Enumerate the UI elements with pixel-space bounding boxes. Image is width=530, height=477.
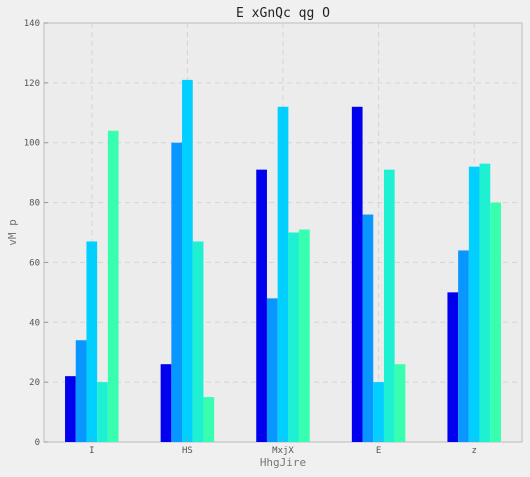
bar	[171, 142, 183, 442]
y-tick-label: 60	[29, 258, 40, 268]
bar	[383, 169, 395, 442]
bar	[447, 292, 459, 442]
bar	[160, 364, 172, 442]
bar	[362, 214, 374, 442]
chart-title: E xGnQc qg O	[236, 6, 330, 21]
bar	[288, 232, 300, 442]
bar	[266, 298, 278, 442]
x-tick-label: HS	[182, 446, 193, 456]
bar	[458, 250, 469, 442]
x-tick-label: MxjX	[272, 446, 294, 456]
bar	[107, 130, 119, 442]
y-tick-label: 20	[29, 378, 40, 388]
x-tick-label: z	[471, 446, 476, 456]
bar	[277, 106, 289, 443]
y-tick-label: 0	[35, 438, 40, 448]
bar	[75, 340, 87, 442]
x-tick-label: E	[376, 446, 381, 456]
x-tick-label: I	[89, 446, 94, 456]
x-axis-label: HhgJire	[260, 456, 306, 469]
bars	[65, 79, 501, 443]
bar	[299, 229, 310, 442]
bar	[192, 241, 204, 442]
bar	[479, 163, 491, 442]
y-tick-label: 40	[29, 318, 40, 328]
y-tick-label: 140	[24, 19, 40, 29]
bar	[256, 169, 267, 442]
bar	[373, 382, 384, 442]
y-axis-label: vM p	[6, 219, 19, 246]
bar	[394, 364, 406, 442]
bar	[97, 382, 108, 442]
bar	[86, 241, 98, 442]
bar	[468, 166, 480, 442]
bar	[490, 202, 501, 442]
bar	[182, 79, 193, 442]
bar	[351, 106, 363, 443]
y-ticks: 0 20 40 60 80 100 120 140	[24, 19, 48, 448]
y-tick-label: 80	[29, 199, 40, 209]
bar	[65, 376, 76, 442]
y-tick-label: 120	[24, 79, 40, 89]
bar	[203, 397, 215, 442]
y-tick-label: 100	[24, 139, 40, 149]
